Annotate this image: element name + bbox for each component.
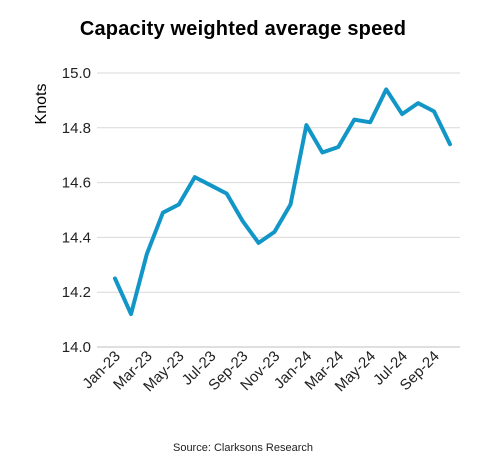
y-axis-label: Knots (33, 84, 50, 125)
chart-title: Capacity weighted average speed (79, 18, 407, 40)
y-tick-label: 14.2 (62, 284, 91, 301)
gridlines (97, 72, 460, 348)
source-note: Source: Clarksons Research (172, 442, 313, 454)
y-tick-label: 15.0 (62, 65, 91, 82)
y-tick-label: 14.8 (62, 120, 91, 137)
series-lines (113, 87, 452, 317)
y-tick-label: 14.0 (62, 339, 91, 356)
y-tick-label: 14.6 (62, 175, 91, 192)
series-line (113, 87, 452, 317)
y-axis-ticks: 14.0 14.2 14.4 14.6 14.8 15.0 (62, 65, 91, 356)
y-tick-label: 14.4 (62, 229, 91, 246)
x-axis-ticks: Jan-23Mar-23May-23Jul-23Sep-23Nov-23Jan-… (79, 348, 443, 395)
